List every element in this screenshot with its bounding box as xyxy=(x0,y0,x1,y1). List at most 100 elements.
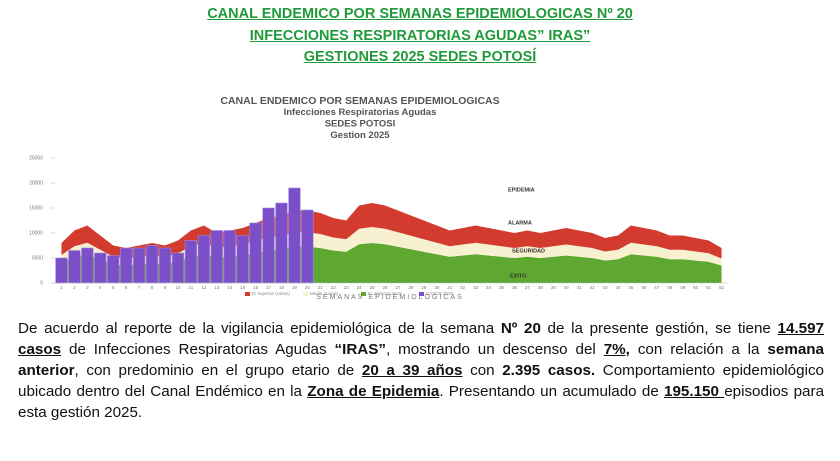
y-tick-label: 0 xyxy=(40,280,43,286)
x-tick-label: 40 xyxy=(564,285,570,290)
chart: CANAL ENDEMICO POR SEMANAS EPIDEMIOLOGIC… xyxy=(29,95,728,301)
description: De acuerdo al reporte de la vigilancia e… xyxy=(18,318,824,423)
x-tick-label: 44 xyxy=(615,285,621,290)
case-bar xyxy=(68,250,81,284)
header-line: GESTIONES 2025 SEDES POTOSÍ xyxy=(303,49,537,65)
text-run: 20 a 39 años xyxy=(361,362,463,379)
text-run: semana anterior xyxy=(18,341,824,379)
legend-label: IC inferior(casos) xyxy=(368,291,403,296)
x-tick-label: 48 xyxy=(667,285,673,290)
x-tick-label: 2 xyxy=(73,285,76,290)
case-bar xyxy=(171,252,185,284)
y-tick-label: 10000 xyxy=(29,230,43,236)
x-tick-label: 3 xyxy=(86,285,89,290)
x-tick-label: 9 xyxy=(164,285,167,290)
x-tick-label: 45 xyxy=(628,285,634,290)
x-tick-label: 8 xyxy=(151,285,154,290)
chart-title: CANAL ENDEMICO POR SEMANAS EPIDEMIOLOGIC… xyxy=(220,95,499,107)
x-tick-label: 47 xyxy=(654,285,660,290)
case-bar xyxy=(81,247,94,284)
x-tick-label: 30 xyxy=(434,285,440,290)
case-bar xyxy=(184,240,198,284)
case-bar xyxy=(158,247,172,284)
text-run: 195.150 xyxy=(664,383,725,400)
case-bar xyxy=(145,245,159,284)
legend-swatch xyxy=(303,292,308,296)
zone-label: ALARMA xyxy=(508,220,532,226)
chart-title: Infecciones Respiratorias Agudas xyxy=(284,107,437,118)
text-run: 14.597 casos xyxy=(18,320,824,358)
x-tick-label: 31 xyxy=(447,285,453,290)
case-bar xyxy=(223,230,236,284)
zone-label: EPIDEMIA xyxy=(508,187,535,193)
case-bar xyxy=(301,209,314,284)
case-bar xyxy=(197,235,210,284)
text-run: De acuerdo al reporte de la vigilancia e… xyxy=(18,320,501,337)
text-run: “IRAS” xyxy=(334,341,386,358)
case-bar xyxy=(94,252,107,284)
x-tick-label: 20 xyxy=(305,285,311,290)
x-tick-label: 24 xyxy=(357,285,363,290)
y-tick-label: 15000 xyxy=(29,205,43,211)
x-tick-label: 13 xyxy=(214,285,220,290)
zone-label: SEGURIDAD xyxy=(512,248,545,254)
x-tick-label: 12 xyxy=(201,285,207,290)
x-tick-label: 34 xyxy=(486,285,492,290)
case-bar xyxy=(275,202,288,284)
text-run: 2.395 casos. xyxy=(502,362,596,379)
x-tick-label: 51 xyxy=(706,285,712,290)
x-tick-label: 14 xyxy=(227,285,233,290)
x-tick-label: 19 xyxy=(292,285,298,290)
text-run: Zona de Epidemia xyxy=(307,383,440,400)
x-tick-label: 41 xyxy=(577,285,583,290)
zone-label: EXITO xyxy=(510,273,527,279)
x-tick-label: 21 xyxy=(318,285,324,290)
header-line: CANAL ENDEMICO POR SEMANAS EPIDEMIOLOGIC… xyxy=(207,6,633,22)
x-tick-label: 46 xyxy=(641,285,647,290)
case-bar xyxy=(262,207,275,284)
legend-swatch xyxy=(245,292,250,296)
x-tick-label: 16 xyxy=(253,285,259,290)
case-bar xyxy=(249,222,262,284)
x-tick-label: 52 xyxy=(719,285,725,290)
legend-label: CASOS 2025 xyxy=(426,291,454,296)
x-tick-label: 22 xyxy=(331,285,337,290)
x-tick-label: 1 xyxy=(60,285,63,290)
text-run: de la presente gestión, se tiene xyxy=(540,320,778,337)
case-bar xyxy=(107,255,120,284)
text-run: 7%, xyxy=(603,341,630,358)
x-tick-label: 6 xyxy=(125,285,128,290)
x-tick-label: 10 xyxy=(175,285,181,290)
x-axis-title: SEMANAS EPIDEMIOLOGICAS xyxy=(316,294,464,301)
x-tick-label: 49 xyxy=(680,285,686,290)
x-tick-label: 37 xyxy=(525,285,531,290)
x-tick-label: 35 xyxy=(499,285,505,290)
x-tick-label: 50 xyxy=(693,285,699,290)
x-tick-label: 23 xyxy=(344,285,350,290)
x-tick-label: 15 xyxy=(240,285,246,290)
x-tick-label: 32 xyxy=(460,285,466,290)
y-tick-label: 5000 xyxy=(32,255,43,261)
case-bar xyxy=(288,187,301,284)
x-tick-label: 18 xyxy=(279,285,285,290)
text-run: Comportamiento epidemiológico ubicado de… xyxy=(18,362,824,400)
x-tick-label: 39 xyxy=(551,285,557,290)
case-bar xyxy=(133,247,146,284)
header: CANAL ENDEMICO POR SEMANAS EPIDEMIOLOGIC… xyxy=(0,4,840,69)
legend-label: IC superior (casos) xyxy=(252,291,291,296)
text-run: , mostrando un descenso del xyxy=(386,341,604,358)
legend-swatch xyxy=(419,292,424,296)
x-tick-label: 27 xyxy=(395,285,401,290)
header-line: INFECCIONES RESPIRATORIAS AGUDAS” IRAS” xyxy=(249,27,591,44)
legend-swatch xyxy=(361,292,366,296)
text-run: . Presentando un acumulado de xyxy=(439,383,665,400)
text-run: Nº 20 xyxy=(500,320,541,337)
case-bar xyxy=(55,257,68,284)
x-tick-label: 5 xyxy=(112,285,115,290)
x-tick-label: 11 xyxy=(189,285,194,290)
case-bar xyxy=(210,230,223,284)
x-tick-label: 38 xyxy=(538,285,544,290)
x-tick-label: 42 xyxy=(590,285,596,290)
case-bar xyxy=(236,235,249,284)
x-tick-label: 7 xyxy=(138,285,141,290)
